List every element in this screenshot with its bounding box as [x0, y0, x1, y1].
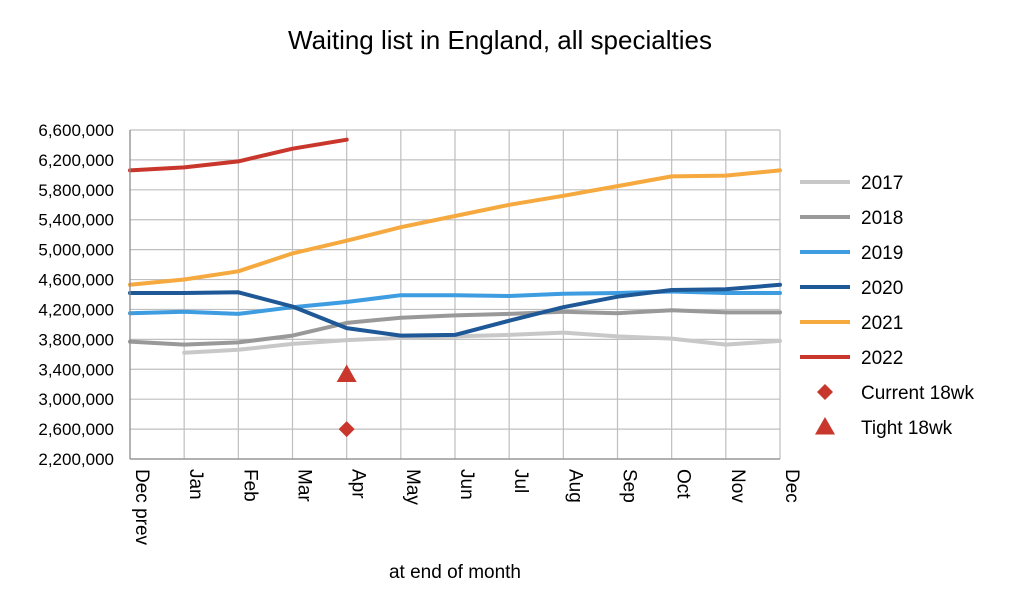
legend-label: 2022: [861, 348, 903, 369]
series-lines: [128, 137, 782, 355]
legend-label: Tight 18wk: [861, 418, 953, 439]
legend-label: 2017: [861, 173, 903, 194]
series-line-2021: [128, 168, 782, 287]
y-tick-label: 3,800,000: [38, 330, 114, 349]
legend-label: Current 18wk: [861, 383, 974, 404]
x-tick-label: Jul: [510, 469, 531, 493]
x-axis-title: at end of month: [389, 562, 521, 583]
series-line-2018: [128, 308, 782, 347]
legend-label: 2018: [861, 208, 903, 229]
x-tick-label: Nov: [727, 469, 748, 503]
x-axis-tick-labels: Dec prev Jan Feb Mar Apr May Jun Jul Aug Sep Oct No…: [131, 469, 802, 546]
series-line-2017: [182, 330, 782, 355]
y-tick-label: 6,200,000: [38, 151, 114, 170]
y-tick-label: 5,800,000: [38, 181, 114, 200]
y-tick-label: 4,200,000: [38, 300, 114, 319]
y-tick-label: 3,400,000: [38, 360, 114, 379]
x-tick-label: Feb: [239, 469, 260, 502]
y-tick-label: 2,200,000: [38, 450, 114, 469]
x-tick-label: Apr: [348, 469, 369, 499]
y-tick-label: 4,600,000: [38, 271, 114, 290]
legend-label: 2020: [861, 278, 903, 299]
x-tick-label: Jun: [456, 469, 477, 500]
x-tick-label: Aug: [564, 469, 585, 503]
point-markers: [336, 364, 357, 438]
series-line-2022: [128, 137, 349, 173]
current-18wk-marker: [338, 421, 355, 438]
x-tick-label: Jan: [185, 469, 206, 500]
legend: 2017 2018 2019 2020 2021 2022 Current 18wk Tigh…: [800, 173, 974, 439]
tight-18wk-marker: [336, 364, 357, 383]
x-tick-label: May: [402, 469, 423, 505]
x-tick-label: Dec prev: [131, 469, 152, 546]
legend-swatch-diamond: [817, 384, 833, 400]
chart-title: Waiting list in England, all specialties: [288, 25, 712, 55]
y-tick-label: 2,600,000: [38, 420, 114, 439]
y-tick-label: 5,400,000: [38, 211, 114, 230]
x-tick-label: Dec: [781, 469, 802, 503]
y-axis-tick-labels: 2,200,000 2,600,000 3,000,000 3,400,000 3,80…: [38, 121, 114, 469]
x-tick-label: Sep: [619, 469, 640, 503]
y-tick-label: 3,000,000: [38, 390, 114, 409]
y-tick-label: 6,600,000: [38, 121, 114, 140]
x-tick-label: Mar: [294, 469, 315, 502]
legend-label: 2021: [861, 313, 903, 334]
series-line-2020: [128, 282, 782, 338]
legend-label: 2019: [861, 243, 903, 264]
x-tick-label: Oct: [673, 469, 694, 499]
y-tick-label: 5,000,000: [38, 241, 114, 260]
legend-swatch-triangle: [815, 417, 835, 435]
